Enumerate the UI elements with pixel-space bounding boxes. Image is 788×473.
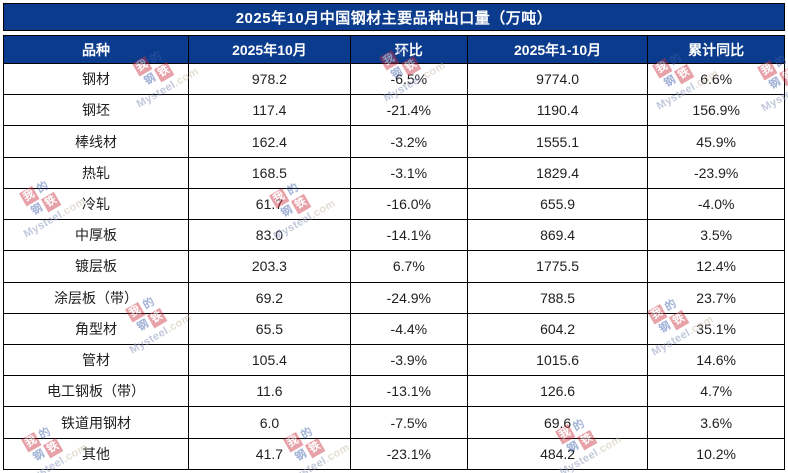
cell-mom-change: -21.4% [349,94,468,127]
table-row: 涂层板（带） 69.2 -24.9% 788.5 23.7% [2,281,785,314]
cell-mom-change: 6.7% [349,250,468,283]
cell-mom-change: -3.2% [349,125,468,158]
cell-product: 其他 [2,437,190,471]
cell-cum-value: 69.6 [466,406,649,439]
cell-yoy-change: -4.0% [647,187,785,221]
cell-yoy-change: 35.1% [647,312,785,345]
cell-mom-change: -6.5% [349,62,468,96]
cell-product: 电工钢板（带） [2,375,190,408]
cell-mom-change: -16.0% [349,187,468,221]
table-row: 钢坯 117.4 -21.4% 1190.4 156.9% [2,94,785,127]
table-row: 热轧 168.5 -3.1% 1829.4 -23.9% [2,156,785,189]
cell-mom-change: -3.9% [349,343,468,377]
cell-oct-value: 41.7 [188,437,351,471]
cell-mom-change: -7.5% [349,406,468,439]
cell-oct-value: 105.4 [188,343,351,377]
cell-cum-value: 484.2 [466,437,649,471]
cell-yoy-change: 14.6% [647,343,785,377]
cell-oct-value: 978.2 [188,62,351,96]
cell-yoy-change: 10.2% [647,437,785,471]
cell-oct-value: 117.4 [188,94,351,127]
cell-product: 中厚板 [2,219,190,252]
cell-yoy-change: 3.6% [647,406,785,439]
cell-oct-value: 203.3 [188,250,351,283]
cell-product: 管材 [2,343,190,377]
cell-mom-change: -24.9% [349,281,468,314]
table-row: 角型材 65.5 -4.4% 604.2 35.1% [2,312,785,345]
cell-cum-value: 869.4 [466,219,649,252]
cell-yoy-change: 4.7% [647,375,785,408]
cell-product: 铁道用钢材 [2,406,190,439]
steel-export-table: 品种 2025年10月 环比 2025年1-10月 累计同比 钢材 978.2 … [2,35,785,471]
cell-cum-value: 788.5 [466,281,649,314]
cell-cum-value: 1775.5 [466,250,649,283]
cell-cum-value: 604.2 [466,312,649,345]
table-row: 钢材 978.2 -6.5% 9774.0 6.6% [2,62,785,96]
cell-mom-change: -13.1% [349,375,468,408]
column-header-mom-change: 环比 [349,35,468,64]
cell-product: 钢材 [2,62,190,96]
cell-mom-change: -14.1% [349,219,468,252]
table-row: 其他 41.7 -23.1% 484.2 10.2% [2,437,785,471]
cell-cum-value: 1555.1 [466,125,649,158]
cell-mom-change: -4.4% [349,312,468,345]
cell-oct-value: 69.2 [188,281,351,314]
header-row: 品种 2025年10月 环比 2025年1-10月 累计同比 [2,35,785,64]
cell-mom-change: -3.1% [349,156,468,189]
cell-product: 镀层板 [2,250,190,283]
cell-yoy-change: 3.5% [647,219,785,252]
cell-yoy-change: 23.7% [647,281,785,314]
cell-product: 角型材 [2,312,190,345]
cell-cum-value: 1015.6 [466,343,649,377]
table-row: 电工钢板（带） 11.6 -13.1% 126.6 4.7% [2,375,785,408]
table-row: 中厚板 83.0 -14.1% 869.4 3.5% [2,219,785,252]
cell-oct-value: 6.0 [188,406,351,439]
cell-product: 冷轧 [2,187,190,221]
cell-mom-change: -23.1% [349,437,468,471]
table-row: 铁道用钢材 6.0 -7.5% 69.6 3.6% [2,406,785,439]
column-header-product: 品种 [2,35,190,64]
cell-cum-value: 655.9 [466,187,649,221]
cell-cum-value: 126.6 [466,375,649,408]
column-header-oct-2025: 2025年10月 [188,35,351,64]
cell-product-link[interactable]: 钢坯 [2,94,190,127]
cell-oct-value: 168.5 [188,156,351,189]
cell-cum-value: 1190.4 [466,94,649,127]
table-row: 镀层板 203.3 6.7% 1775.5 12.4% [2,250,785,283]
cell-oct-value: 162.4 [188,125,351,158]
cell-cum-value: 9774.0 [466,62,649,96]
table-title: 2025年10月中国钢材主要品种出口量（万吨） [3,3,785,31]
cell-oct-value: 83.0 [188,219,351,252]
table-body: 钢材 978.2 -6.5% 9774.0 6.6% 钢坯 117.4 -21.… [2,62,785,471]
cell-yoy-change: -23.9% [647,156,785,189]
table-row: 冷轧 61.7 -16.0% 655.9 -4.0% [2,187,785,221]
cell-oct-value: 11.6 [188,375,351,408]
cell-product: 涂层板（带） [2,281,190,314]
cell-oct-value: 65.5 [188,312,351,345]
cell-yoy-change: 45.9% [647,125,785,158]
cell-product: 热轧 [2,156,190,189]
cell-product: 棒线材 [2,125,190,158]
cell-yoy-change: 12.4% [647,250,785,283]
table-row: 管材 105.4 -3.9% 1015.6 14.6% [2,343,785,377]
cell-cum-value: 1829.4 [466,156,649,189]
column-header-jan-oct: 2025年1-10月 [466,35,649,64]
column-header-yoy-cum: 累计同比 [647,35,785,64]
cell-yoy-change: 156.9% [647,94,785,127]
table-row: 棒线材 162.4 -3.2% 1555.1 45.9% [2,125,785,158]
cell-oct-value: 61.7 [188,187,351,221]
cell-yoy-change: 6.6% [647,62,785,96]
